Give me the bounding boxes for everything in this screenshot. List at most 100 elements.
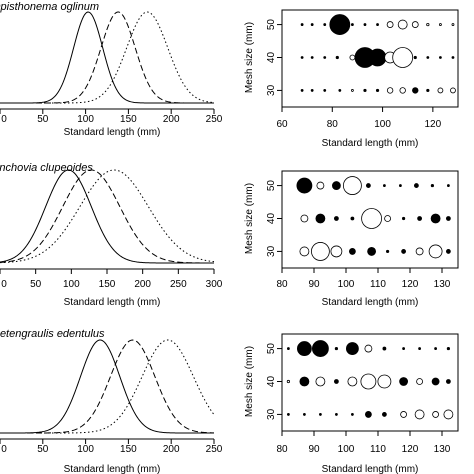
bubble-point — [300, 23, 304, 26]
x-tick-label: 250 — [170, 279, 187, 290]
panel-5: 0 50 100 150 200 250 Cetengraulis edentulus Sta… — [0, 328, 223, 474]
bubble-point — [367, 247, 377, 256]
bubble-point — [392, 47, 414, 68]
bubble-point — [348, 248, 356, 255]
bubble-point — [342, 176, 362, 195]
bubble-point — [445, 249, 451, 254]
bubble-point — [333, 379, 339, 384]
x-tick-label: 0 — [1, 279, 7, 290]
bubble-point — [451, 56, 455, 59]
bubble-point — [413, 55, 417, 60]
bubble-point — [430, 183, 434, 188]
curve-solid — [0, 11, 214, 104]
bubble-point — [334, 413, 338, 416]
bubble-point — [399, 377, 409, 386]
bubble-point — [402, 347, 406, 350]
bubble-point — [437, 87, 444, 94]
x-tick-label: 120 — [425, 119, 442, 130]
bubble-point — [400, 411, 408, 418]
bubble-point — [286, 347, 290, 350]
curve-dotted — [0, 11, 215, 104]
x-axis-label: Standard length (mm) — [322, 138, 419, 149]
bubble-point — [299, 246, 310, 257]
curve-dotted — [0, 169, 215, 264]
panel-4: 80 90 100 110 120 130 30 40 50 Mesh size (mm) Stan… — [244, 170, 459, 308]
bubble-point — [412, 87, 419, 94]
plot-frame — [281, 333, 459, 432]
x-tick-label: 50 — [30, 279, 42, 290]
curve-solid — [0, 339, 214, 434]
bubble-point — [451, 23, 455, 26]
bubble-point — [310, 242, 330, 261]
bubble-point — [426, 56, 430, 59]
x-tick-label: 80 — [327, 119, 339, 130]
x-tick-label: 150 — [99, 279, 116, 290]
x-tick-label: 110 — [370, 279, 386, 290]
bubble-point — [385, 249, 390, 254]
x-tick-label: 100 — [77, 444, 94, 455]
bubble-point — [364, 344, 373, 353]
x-tick-label: 200 — [134, 279, 151, 290]
bubble-point — [450, 87, 456, 94]
y-tick-label: 50 — [266, 343, 277, 355]
x-tick-label: 100 — [77, 114, 94, 125]
bubble-point — [338, 89, 342, 92]
bubble-point — [286, 413, 290, 416]
bubble-point — [414, 409, 425, 420]
bubble-point — [364, 411, 372, 418]
bubble-point — [443, 409, 454, 420]
bubble-point — [446, 346, 450, 351]
bubble-point — [350, 413, 354, 416]
y-tick-label: 30 — [266, 84, 277, 96]
y-tick-label: 50 — [266, 180, 277, 192]
bubble-point — [397, 19, 408, 30]
bubble-point — [350, 216, 355, 221]
bubble-point — [330, 245, 343, 258]
y-axis-label: Mesh size (mm) — [244, 346, 255, 417]
bubble-point — [316, 181, 325, 190]
panel-6: 80 90 100 110 120 130 30 40 50 Mesh size (mm) Stan… — [244, 333, 459, 474]
bubble-point — [350, 89, 354, 92]
bubble-point — [382, 346, 387, 351]
bubble-point — [417, 216, 423, 221]
x-tick-label: 300 — [206, 279, 223, 290]
x-axis-label: Standard length (mm) — [64, 127, 161, 138]
y-tick-label: 50 — [266, 19, 277, 31]
bubble-point — [415, 247, 424, 256]
bubble-point — [300, 56, 304, 59]
x-axis-label: Standard length (mm) — [64, 464, 161, 474]
panel-1: 0 50 100 150 200 250 Opisthonema oglinum Standa… — [0, 1, 223, 138]
bubble-point — [361, 208, 383, 229]
x-tick-label: 50 — [37, 444, 49, 455]
x-tick-label: 120 — [402, 279, 419, 290]
x-tick-label: 250 — [206, 114, 223, 125]
curve-dashed — [0, 339, 215, 434]
panel-title: Opisthonema oglinum — [0, 1, 99, 13]
bubble-point — [413, 183, 419, 188]
bubble-point — [318, 413, 322, 416]
x-tick-label: 50 — [37, 114, 49, 125]
bubble-point — [349, 54, 356, 61]
x-axis-label: Standard length (mm) — [322, 464, 419, 474]
bubble-point — [386, 87, 394, 94]
x-tick-label: 90 — [308, 279, 320, 290]
bubble-point — [365, 183, 371, 188]
x-tick-label: 60 — [276, 119, 288, 130]
bubble-point — [438, 23, 442, 26]
panel-3: 0 50 100 150 200 250 300 Anchovia clupeoides Sta… — [0, 162, 223, 308]
x-tick-label: 90 — [308, 444, 320, 455]
bubble-point — [300, 214, 309, 223]
bubble-point — [302, 413, 306, 416]
bubble-point — [382, 184, 386, 187]
bubble-point — [363, 23, 367, 26]
bubble-point — [286, 379, 290, 384]
bubble-point — [323, 23, 327, 26]
curve-solid — [0, 169, 214, 264]
x-tick-label: 100 — [63, 279, 80, 290]
bubble-point — [445, 379, 451, 384]
bubble-point — [334, 346, 338, 351]
bubble-point — [350, 23, 354, 26]
bubble-point — [399, 87, 406, 94]
x-tick-label: 110 — [370, 444, 386, 455]
bubble-point — [311, 340, 329, 357]
